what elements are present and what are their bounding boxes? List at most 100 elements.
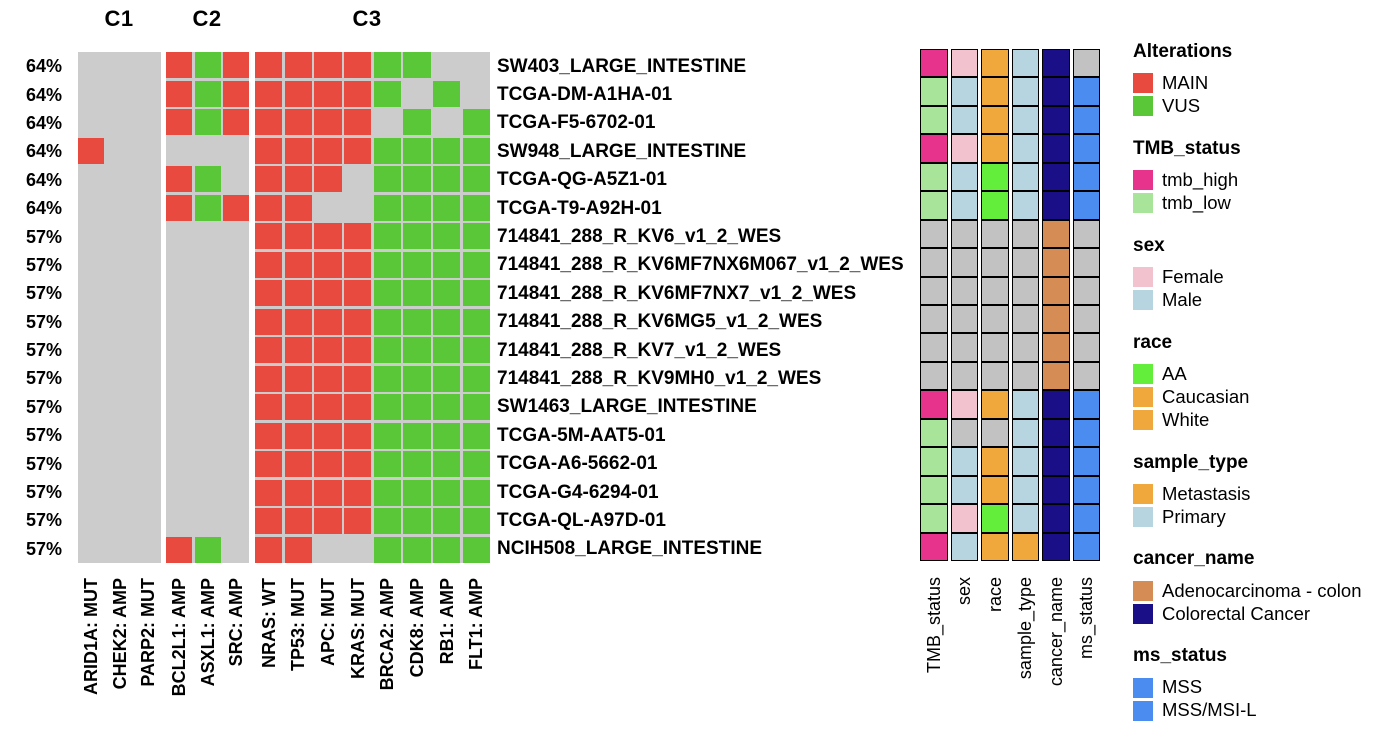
annotation-cell: [1042, 248, 1070, 277]
legend-group: TMB_status tmb_high tmb_low: [1133, 138, 1389, 215]
alteration-cell: [462, 109, 490, 136]
alteration-cell: [284, 137, 312, 164]
alteration-cell: [255, 422, 283, 449]
alteration-cell: [166, 337, 192, 363]
sample-label: NCIH508_LARGE_INTESTINE: [497, 538, 763, 560]
alteration-cell: [107, 166, 133, 192]
legend-item-label: Metastasis: [1162, 482, 1251, 504]
annotation-cell: [950, 532, 978, 561]
annotation-cell: [981, 219, 1009, 249]
annotation-cell: [981, 191, 1009, 220]
annotation-cell: [981, 248, 1009, 277]
alteration-cell: [135, 451, 161, 477]
sample-label: 714841_288_R_KV6MF7NX7_v1_2_WES: [497, 282, 857, 304]
legend-group-title: race: [1133, 331, 1173, 353]
annotation-cell: [950, 77, 978, 106]
alteration-cell: [284, 479, 312, 506]
alteration-cell: [344, 223, 372, 250]
alteration-cell: [403, 508, 431, 535]
legend-item-label: VUS: [1162, 95, 1201, 117]
alteration-cell: [135, 366, 161, 392]
alteration-cell: [195, 508, 221, 534]
alteration-cell: [78, 195, 104, 221]
annotation-cell: [920, 390, 948, 419]
legend-group-title: ms_status: [1133, 645, 1227, 667]
alteration-cell: [344, 308, 372, 335]
alteration-cell: [344, 537, 371, 563]
alteration-cell: [223, 52, 249, 79]
alteration-cell: [223, 394, 249, 420]
main-swatch: [1133, 73, 1153, 94]
alteration-cell: [403, 308, 431, 335]
alteration-cell: [403, 536, 431, 563]
alteration-cell: [223, 80, 249, 107]
legend-group: race AA Caucasian White: [1133, 331, 1389, 432]
alteration-cell: [373, 137, 401, 164]
alteration-cell: [223, 280, 249, 306]
primary-swatch: [1133, 506, 1153, 527]
alteration-cell: [107, 52, 133, 78]
alteration-cell: [403, 166, 431, 193]
alteration-cell: [194, 166, 221, 193]
alteration-cell: [166, 508, 192, 534]
alteration-cell: [194, 194, 221, 221]
alteration-cell: [255, 80, 283, 107]
annotation-cell: [1072, 49, 1100, 78]
annotation-cell: [950, 276, 978, 305]
alteration-cell: [223, 252, 249, 278]
alteration-cell: [462, 280, 490, 307]
sample-label: SW1463_LARGE_INTESTINE: [497, 396, 757, 418]
alteration-cell: [433, 308, 461, 335]
legend-item: White: [1133, 409, 1389, 432]
alteration-cell: [166, 309, 192, 335]
alteration-cell: [344, 365, 372, 392]
alteration-cell: [403, 137, 431, 164]
legend-item-label: Female: [1162, 265, 1224, 287]
legend-item: tmb_low: [1133, 192, 1389, 215]
vus-swatch: [1133, 96, 1153, 117]
alteration-cell: [194, 536, 221, 563]
alteration-cell: [314, 422, 342, 449]
alteration-cell: [314, 394, 342, 421]
alteration-cell: [195, 223, 221, 249]
annotation-cell: [1072, 361, 1100, 391]
gene-label: APC: MUT: [317, 578, 338, 666]
alteration-cell: [78, 337, 104, 363]
alteration-cell: [373, 194, 401, 221]
sample-label: TCGA-T9-A92H-01: [497, 197, 662, 219]
alteration-cell: [223, 166, 249, 192]
annotation-cell: [920, 532, 948, 561]
mss_msi_l-swatch: [1133, 700, 1153, 721]
legend-item: Metastasis: [1133, 482, 1389, 505]
alteration-cell: [314, 337, 342, 364]
alteration-cell: [462, 194, 490, 221]
annotation-cell: [950, 219, 978, 249]
alteration-cell: [195, 480, 221, 506]
alteration-cell: [403, 451, 431, 478]
alteration-cell: [344, 166, 371, 192]
alteration-cell: [403, 365, 431, 392]
annotation-cell: [920, 333, 948, 362]
alteration-cell: [78, 109, 104, 135]
alteration-cell: [195, 337, 221, 363]
alteration-cell: [403, 479, 431, 506]
alteration-cell: [78, 451, 104, 477]
alteration-cell: [314, 137, 342, 164]
alteration-cell: [462, 308, 490, 335]
legend-item-label: tmb_low: [1162, 192, 1231, 214]
annotation-cell: [981, 390, 1009, 419]
gene-label: NRAS: WT: [258, 578, 279, 668]
alteration-cell: [166, 451, 192, 477]
legend-item-label: Adenocarcinoma - colon: [1162, 579, 1362, 601]
annotation-cell: [950, 105, 978, 135]
annotation-cell: [1011, 77, 1039, 106]
alteration-cell: [166, 223, 192, 249]
alteration-cell: [314, 52, 342, 79]
annotation-cell: [1072, 191, 1100, 220]
annotation-cell: [981, 418, 1009, 448]
legend-group: ms_status MSS MSS/MSI-L: [1133, 645, 1389, 722]
alteration-cell: [403, 194, 431, 221]
alteration-cell: [373, 536, 401, 563]
alteration-cell: [255, 223, 283, 250]
